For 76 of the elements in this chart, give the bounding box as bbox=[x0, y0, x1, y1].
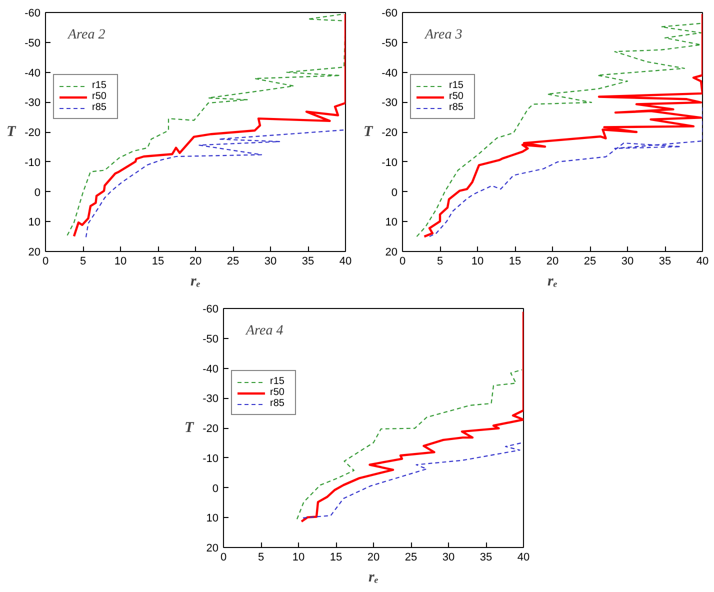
y-tick-label: -10 bbox=[382, 156, 398, 169]
y-tick-label: -30 bbox=[24, 97, 41, 110]
y-tick-label: -30 bbox=[382, 97, 398, 110]
y-tick-label: 20 bbox=[206, 542, 219, 554]
x-tick-label: 5 bbox=[80, 256, 86, 268]
legend-label: r50 bbox=[270, 387, 286, 398]
y-tick-label: -60 bbox=[24, 8, 41, 20]
y-tick-label: -60 bbox=[202, 304, 219, 316]
x-axis-title: rₑ bbox=[548, 274, 558, 290]
y-tick-label: -20 bbox=[24, 127, 41, 139]
y-tick-label: -20 bbox=[202, 423, 219, 435]
legend-label: r85 bbox=[449, 102, 464, 113]
x-tick-label: 15 bbox=[508, 256, 522, 268]
y-tick-label: 0 bbox=[34, 186, 41, 199]
x-tick-label: 25 bbox=[584, 256, 596, 268]
line-series bbox=[300, 310, 524, 523]
x-tick-label: 10 bbox=[292, 552, 305, 564]
x-tick-label: 40 bbox=[696, 256, 709, 268]
y-tick-label: -30 bbox=[202, 393, 219, 406]
legend-label: r85 bbox=[92, 102, 108, 113]
y-tick-label: 0 bbox=[212, 482, 219, 495]
y-tick-label: -40 bbox=[202, 363, 219, 376]
x-tick-label: 40 bbox=[517, 552, 530, 564]
x-tick-label: 5 bbox=[258, 552, 264, 564]
y-tick-label: 0 bbox=[391, 186, 398, 199]
y-tick-label: 20 bbox=[28, 246, 41, 258]
legend-label: r85 bbox=[270, 398, 286, 409]
x-tick-label: 20 bbox=[546, 256, 559, 268]
line-series bbox=[302, 442, 524, 518]
x-tick-label: 25 bbox=[226, 256, 240, 268]
x-tick-label: 15 bbox=[330, 552, 342, 564]
legend-label: r15 bbox=[92, 80, 108, 91]
y-tick-label: -20 bbox=[382, 127, 398, 139]
x-axis-title: rₑ bbox=[368, 570, 378, 586]
text: Area 2 bbox=[67, 28, 106, 42]
y-tick-label: -50 bbox=[382, 37, 398, 50]
x-tick-label: 30 bbox=[621, 256, 634, 268]
x-tick-label: 30 bbox=[442, 552, 455, 564]
x-tick-label: 25 bbox=[404, 552, 418, 564]
text: Area 3 bbox=[424, 28, 462, 42]
x-tick-label: 35 bbox=[302, 256, 314, 268]
y-tick-label: -60 bbox=[382, 8, 398, 20]
text: Area 4 bbox=[245, 324, 284, 338]
x-tick-label: 30 bbox=[264, 256, 277, 268]
line-series bbox=[296, 369, 523, 520]
y-tick-label: -50 bbox=[202, 333, 219, 346]
x-tick-label: 15 bbox=[152, 256, 164, 268]
x-tick-label: 10 bbox=[114, 256, 127, 268]
y-axis-title: T bbox=[363, 124, 374, 140]
legend-label: r50 bbox=[449, 91, 464, 102]
y-tick-label: -10 bbox=[202, 452, 219, 465]
y-tick-label: -40 bbox=[24, 67, 41, 80]
y-tick-label: -50 bbox=[24, 37, 41, 50]
x-tick-label: 5 bbox=[436, 256, 444, 268]
x-tick-label: 35 bbox=[658, 256, 672, 268]
y-tick-label: -10 bbox=[24, 156, 41, 169]
x-tick-label: 0 bbox=[42, 256, 49, 268]
legend-label: r15 bbox=[449, 80, 464, 91]
y-tick-label: -40 bbox=[382, 67, 398, 80]
x-tick-label: 20 bbox=[189, 256, 202, 268]
y-tick-label: 10 bbox=[28, 216, 41, 229]
x-tick-label: 40 bbox=[339, 256, 352, 268]
x-tick-label: 10 bbox=[471, 256, 484, 268]
x-tick-label: 35 bbox=[480, 552, 492, 564]
x-tick-label: 20 bbox=[367, 552, 380, 564]
line-series bbox=[85, 129, 346, 238]
y-tick-label: 10 bbox=[385, 216, 398, 229]
y-tick-label: 20 bbox=[385, 246, 398, 258]
legend-label: r15 bbox=[270, 376, 286, 387]
x-tick-label: 0 bbox=[399, 256, 406, 268]
y-tick-label: 10 bbox=[206, 512, 219, 525]
x-axis-title: rₑ bbox=[190, 274, 200, 290]
legend-label: r50 bbox=[92, 91, 108, 102]
y-axis-title: T bbox=[6, 124, 16, 140]
y-axis-title: T bbox=[184, 420, 194, 436]
x-tick-label: 0 bbox=[220, 552, 227, 564]
